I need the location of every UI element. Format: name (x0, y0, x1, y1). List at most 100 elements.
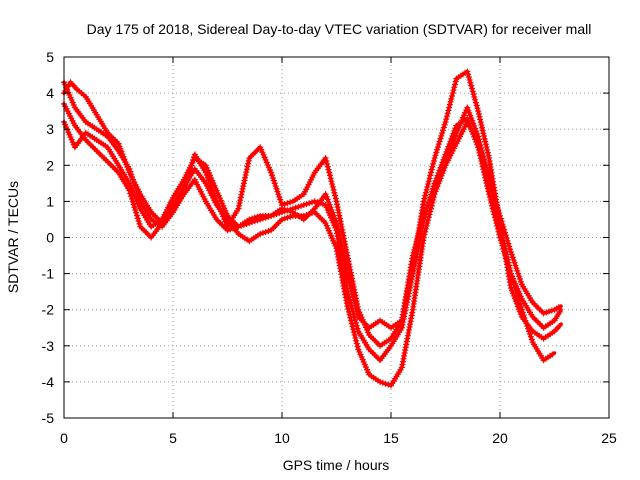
data-point (528, 336, 535, 343)
data-point (330, 186, 337, 193)
data-point (429, 163, 436, 170)
data-point (515, 270, 522, 277)
data-point (425, 199, 432, 206)
data-point (287, 213, 294, 220)
data-point (422, 207, 429, 214)
data-point (427, 205, 434, 212)
data-point (190, 157, 197, 164)
data-point (410, 249, 417, 256)
data-point (420, 234, 427, 241)
axis-ticks: 0 5 10 15 20 25 -5 -4 -3 -2 -1 0 1 2 3 4 5 (42, 49, 617, 446)
data-point (306, 200, 313, 207)
data-point (327, 175, 334, 182)
data-point (132, 207, 139, 214)
data-point (257, 216, 264, 223)
data-point (556, 322, 563, 329)
data-point (431, 155, 438, 162)
data-point (434, 143, 441, 150)
data-point (468, 115, 475, 122)
data-point (419, 218, 426, 225)
data-point (354, 343, 361, 350)
data-point (254, 217, 261, 224)
data-point (279, 202, 285, 209)
data-point (239, 188, 246, 195)
data-point (416, 229, 423, 236)
data-point (474, 105, 481, 112)
data-point (298, 202, 305, 209)
data-point (522, 317, 529, 324)
data-point (519, 309, 526, 316)
data-point (487, 181, 494, 188)
data-point (269, 174, 276, 181)
data-point (426, 197, 433, 204)
data-point (412, 244, 419, 251)
data-point (471, 122, 478, 129)
y-axis-label: SDTVAR / TECUs (5, 181, 21, 293)
data-point (377, 378, 384, 385)
data-point (328, 206, 335, 213)
data-point (429, 189, 436, 196)
data-point (334, 225, 341, 232)
data-point (242, 174, 249, 181)
data-point (510, 257, 517, 264)
data-point (464, 68, 471, 75)
data-point (484, 167, 491, 174)
data-point (546, 308, 553, 315)
data-point (472, 96, 479, 103)
data-point (346, 311, 353, 318)
data-point (524, 322, 531, 329)
data-point (441, 121, 448, 128)
series-4 (61, 79, 557, 364)
data-point (526, 331, 533, 338)
data-point (427, 208, 434, 215)
data-point (251, 218, 258, 225)
data-point (427, 194, 434, 201)
data-point (442, 118, 449, 125)
data-point (421, 195, 428, 202)
data-point (245, 157, 252, 164)
data-point (292, 204, 299, 211)
data-point (335, 231, 342, 238)
data-point (521, 314, 528, 321)
data-point (332, 217, 339, 224)
data-point (207, 182, 214, 189)
data-point (426, 211, 433, 218)
data-point (479, 154, 486, 161)
data-point (419, 215, 426, 222)
data-point (523, 320, 530, 327)
data-point (269, 172, 276, 179)
data-point (540, 310, 547, 317)
data-point (481, 159, 488, 166)
data-point (122, 159, 129, 166)
data-point (434, 146, 441, 153)
data-point (116, 143, 123, 150)
data-point (437, 135, 444, 142)
data-point (182, 182, 189, 189)
data-point (452, 78, 459, 85)
data-point (245, 160, 252, 167)
data-point (512, 284, 519, 291)
data-point (271, 180, 278, 187)
data-point (339, 248, 346, 255)
data-point (435, 141, 442, 148)
data-point (513, 290, 520, 297)
data-point (277, 196, 284, 203)
data-point (445, 107, 452, 114)
data-point (469, 88, 476, 95)
data-point (265, 228, 272, 235)
data-point (281, 215, 288, 222)
data-point (270, 177, 277, 184)
data-point (476, 143, 483, 150)
data-point (275, 191, 282, 198)
data-point (511, 259, 518, 266)
data-point (430, 157, 437, 164)
data-point (446, 101, 453, 108)
data-point (265, 213, 272, 220)
data-point (502, 245, 509, 252)
y-tick-label: 5 (46, 49, 54, 65)
data-point (295, 203, 302, 210)
data-point (323, 157, 330, 164)
data-point (238, 222, 245, 229)
data-point (428, 191, 435, 198)
data-point (423, 222, 430, 229)
